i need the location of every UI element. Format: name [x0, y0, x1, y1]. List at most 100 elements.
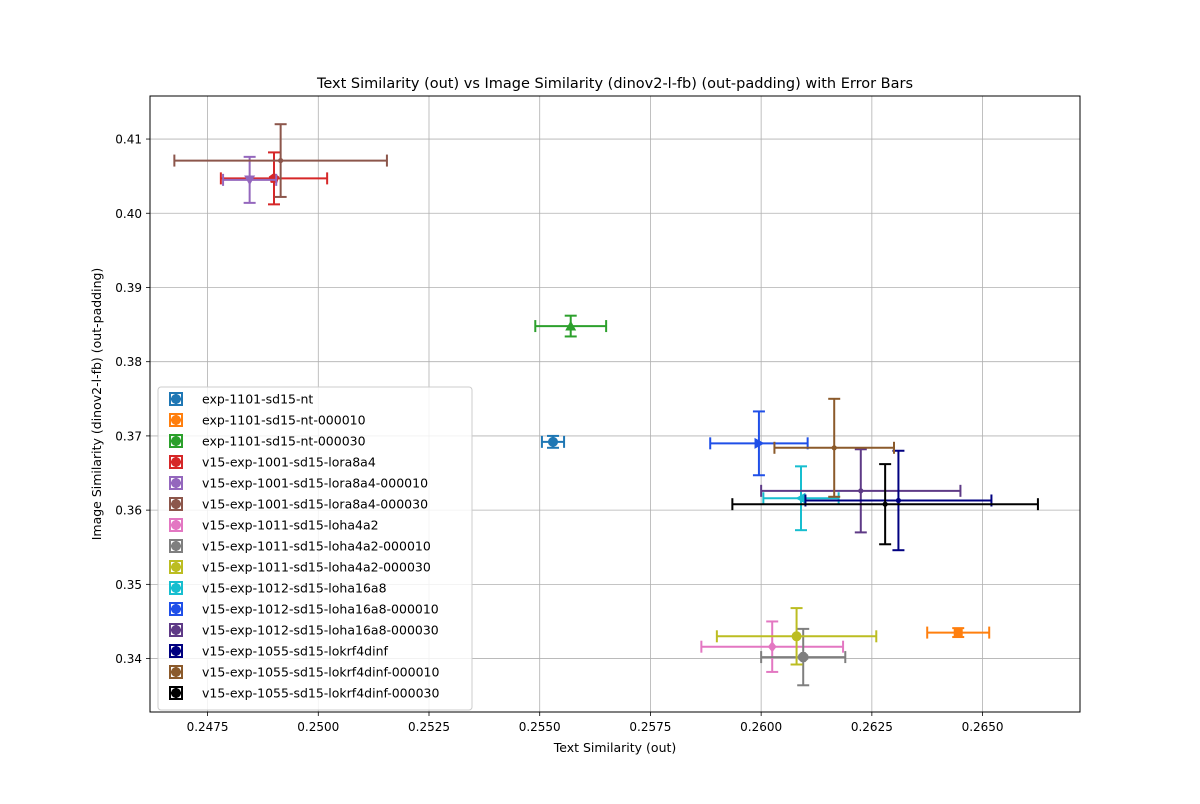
- series-14: [731, 463, 1039, 546]
- legend-marker: [171, 562, 181, 572]
- series-0: [540, 434, 566, 449]
- x-tick-label: 0.2475: [187, 720, 229, 734]
- tick-layer: 0.2475 0.2500 0.2525 0.2550 0.2575 0.2600 0.26…: [115, 133, 1003, 734]
- legend-label: v15-exp-1011-sd15-loha4a2: [202, 518, 379, 533]
- legend-entry: exp-1101-sd15-nt-000030: [169, 434, 366, 449]
- y-tick-label: 0.39: [115, 281, 142, 295]
- data-point-marker: [831, 445, 837, 451]
- y-tick-label: 0.36: [115, 504, 142, 518]
- x-axis-label: Text Similarity (out): [553, 740, 677, 755]
- legend-marker: [171, 394, 181, 404]
- data-point-marker: [895, 497, 902, 504]
- legend-marker: [171, 541, 181, 551]
- data-layer: [173, 123, 1039, 687]
- legend-label: v15-exp-1055-sd15-lokrf4dinf-000010: [202, 665, 439, 680]
- data-point-marker: [882, 501, 888, 507]
- x-tick-label: 0.2500: [297, 720, 339, 734]
- series-2: [534, 314, 608, 338]
- chart-title: Text Similarity (out) vs Image Similarit…: [316, 76, 913, 92]
- legend-entry: v15-exp-1011-sd15-loha4a2: [169, 518, 379, 533]
- series-11: [760, 448, 962, 534]
- legend-label: exp-1101-sd15-nt-000030: [202, 434, 366, 449]
- series-4: [222, 155, 278, 204]
- x-tick-label: 0.2625: [851, 720, 893, 734]
- y-axis-label: Image Similarity (dinov2-l-fb) (out-padd…: [89, 268, 104, 541]
- legend-entry: exp-1101-sd15-nt-000010: [169, 413, 366, 428]
- legend-label: v15-exp-1055-sd15-lokrf4dinf: [202, 644, 388, 659]
- legend-entry: v15-exp-1001-sd15-lora8a4-000010: [169, 476, 428, 491]
- legend-entry: v15-exp-1001-sd15-lora8a4: [169, 455, 376, 470]
- legend-label: v15-exp-1012-sd15-loha16a8-000010: [202, 602, 439, 617]
- legend-label: v15-exp-1001-sd15-lora8a4-000010: [202, 476, 428, 491]
- data-point-marker: [795, 492, 806, 504]
- data-point-marker: [858, 488, 864, 494]
- data-point-marker: [268, 172, 280, 183]
- data-point-marker: [754, 437, 765, 449]
- legend-marker: [171, 583, 181, 593]
- data-point-marker: [244, 175, 256, 186]
- y-tick-label: 0.41: [115, 133, 142, 147]
- y-tick-label: 0.37: [115, 429, 142, 443]
- legend-marker: [171, 646, 181, 656]
- legend-entry: v15-exp-1011-sd15-loha4a2-000030: [169, 560, 431, 575]
- legend-marker: [171, 520, 181, 530]
- legend-entry: v15-exp-1055-sd15-lokrf4dinf: [169, 644, 388, 659]
- data-point-marker: [565, 320, 577, 331]
- legend-marker: [171, 688, 181, 698]
- legend-marker: [171, 604, 181, 614]
- legend-label: v15-exp-1011-sd15-loha4a2-000030: [202, 560, 431, 575]
- x-tick-label: 0.2575: [629, 720, 671, 734]
- legend-entry: v15-exp-1012-sd15-loha16a8-000030: [169, 623, 439, 638]
- y-tick-label: 0.40: [115, 207, 142, 221]
- legend-marker: [171, 478, 181, 488]
- legend-label: v15-exp-1055-sd15-lokrf4dinf-000030: [202, 686, 439, 701]
- legend-label: v15-exp-1001-sd15-lora8a4-000030: [202, 497, 428, 512]
- legend-marker: [171, 436, 181, 446]
- series-6: [700, 620, 845, 673]
- data-point-marker: [953, 628, 963, 638]
- legend-entry: v15-exp-1055-sd15-lokrf4dinf-000010: [169, 665, 439, 680]
- legend-label: exp-1101-sd15-nt-000010: [202, 413, 366, 428]
- legend-entry: v15-exp-1055-sd15-lokrf4dinf-000030: [169, 686, 439, 701]
- legend-label: v15-exp-1012-sd15-loha16a8: [202, 581, 387, 596]
- data-point-marker: [791, 631, 802, 642]
- legend-label: v15-exp-1012-sd15-loha16a8-000030: [202, 623, 439, 638]
- y-tick-label: 0.35: [115, 578, 142, 592]
- series-8: [715, 607, 878, 666]
- x-tick-label: 0.2525: [408, 720, 450, 734]
- legend: exp-1101-sd15-nt exp-1101-sd15-nt-000010 e…: [157, 386, 473, 711]
- legend-marker: [171, 667, 181, 677]
- legend-entry: v15-exp-1001-sd15-lora8a4-000030: [169, 497, 428, 512]
- plot-frame: [149, 95, 1081, 713]
- series-13: [773, 397, 895, 498]
- x-tick-label: 0.2600: [740, 720, 782, 734]
- legend-label: v15-exp-1011-sd15-loha4a2-000010: [202, 539, 431, 554]
- legend-marker: [171, 499, 181, 509]
- series-12: [804, 449, 993, 552]
- legend-entry: v15-exp-1012-sd15-loha16a8: [169, 581, 387, 596]
- legend-label: exp-1101-sd15-nt: [202, 392, 313, 407]
- legend-box: [157, 386, 473, 711]
- legend-entry: exp-1101-sd15-nt: [169, 392, 313, 407]
- series-10: [709, 410, 809, 477]
- series-7: [760, 627, 847, 687]
- data-point-marker: [548, 436, 558, 447]
- x-tick-label: 0.2650: [962, 720, 1004, 734]
- y-tick-label: 0.38: [115, 355, 142, 369]
- data-point-marker: [798, 651, 809, 663]
- legend-marker: [171, 625, 181, 635]
- y-tick-label: 0.34: [115, 652, 142, 666]
- legend-marker: [171, 457, 181, 467]
- data-point-marker: [767, 641, 777, 653]
- legend-entry: v15-exp-1012-sd15-loha16a8-000010: [169, 602, 439, 617]
- legend-marker: [171, 415, 181, 425]
- legend-entry: v15-exp-1011-sd15-loha4a2-000010: [169, 539, 431, 554]
- series-5: [173, 123, 388, 198]
- x-tick-label: 0.2550: [519, 720, 561, 734]
- legend-label: v15-exp-1001-sd15-lora8a4: [202, 455, 376, 470]
- series-9: [762, 465, 840, 532]
- data-point-marker: [278, 157, 284, 164]
- series-1: [926, 626, 991, 639]
